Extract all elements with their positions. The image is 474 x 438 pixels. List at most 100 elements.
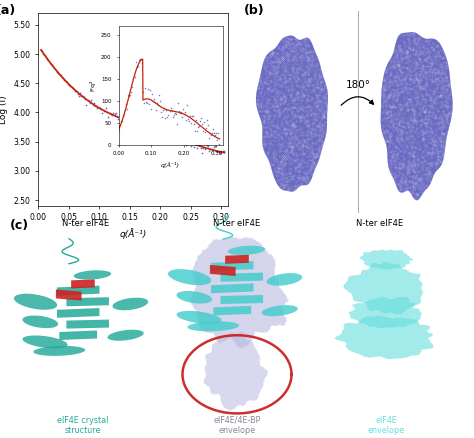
Point — [124, 92, 132, 99]
Point — [167, 105, 174, 112]
Point — [211, 132, 219, 139]
Point — [42, 53, 50, 60]
Point — [174, 100, 182, 107]
Point — [51, 65, 58, 72]
Point — [159, 113, 166, 120]
Polygon shape — [71, 279, 95, 288]
Point — [43, 55, 51, 62]
Point — [105, 113, 112, 120]
Point — [146, 126, 154, 133]
Point — [199, 127, 207, 134]
Point — [64, 81, 72, 88]
Point — [145, 125, 153, 132]
Polygon shape — [262, 305, 298, 316]
Point — [189, 112, 196, 119]
Point — [165, 131, 173, 138]
Text: N-ter eIF4E: N-ter eIF4E — [356, 219, 403, 228]
Point — [156, 98, 164, 105]
Point — [121, 107, 129, 114]
Point — [119, 113, 127, 120]
Point — [191, 127, 199, 134]
Point — [156, 128, 164, 135]
Point — [123, 105, 131, 112]
Point — [215, 140, 223, 147]
Point — [206, 130, 214, 137]
Point — [155, 128, 163, 135]
Text: eIF4E crystal
structure: eIF4E crystal structure — [57, 416, 109, 435]
Point — [194, 124, 201, 131]
Point — [210, 144, 218, 151]
Point — [192, 137, 200, 144]
Point — [184, 116, 191, 123]
Polygon shape — [22, 336, 68, 348]
Point — [113, 112, 121, 119]
Text: 180°: 180° — [346, 80, 370, 90]
Polygon shape — [33, 346, 85, 356]
Point — [41, 51, 48, 58]
Point — [82, 95, 89, 102]
Text: (c): (c) — [9, 219, 28, 232]
Text: eIF4E
envelope: eIF4E envelope — [368, 416, 405, 435]
Point — [182, 142, 190, 149]
Point — [37, 46, 45, 53]
Point — [124, 121, 132, 128]
Point — [118, 117, 126, 124]
Point — [129, 119, 137, 126]
Point — [160, 106, 167, 113]
Polygon shape — [66, 320, 109, 328]
Polygon shape — [211, 283, 254, 293]
Polygon shape — [22, 315, 58, 328]
Polygon shape — [225, 255, 249, 264]
Point — [211, 143, 219, 150]
Point — [153, 106, 160, 113]
FancyArrowPatch shape — [341, 97, 374, 105]
Point — [76, 89, 84, 96]
Point — [38, 48, 46, 55]
Point — [173, 133, 181, 140]
Point — [171, 135, 179, 142]
Point — [79, 92, 86, 99]
Point — [84, 97, 91, 104]
Polygon shape — [211, 261, 254, 271]
Point — [182, 116, 190, 123]
Polygon shape — [213, 306, 251, 315]
Point — [213, 148, 220, 155]
Point — [181, 133, 188, 140]
Point — [151, 126, 159, 133]
Point — [167, 131, 175, 138]
Point — [142, 84, 149, 91]
Point — [144, 124, 152, 131]
Point — [208, 130, 216, 137]
Point — [183, 102, 191, 109]
Point — [204, 122, 211, 129]
Point — [75, 92, 83, 99]
Point — [203, 142, 210, 149]
Point — [203, 117, 210, 124]
Point — [170, 135, 177, 142]
Point — [154, 129, 161, 136]
Point — [143, 124, 150, 131]
Point — [200, 119, 208, 126]
Point — [178, 113, 185, 120]
Point — [155, 92, 163, 99]
Point — [126, 117, 133, 124]
Point — [210, 129, 218, 136]
Point — [99, 109, 106, 116]
Point — [150, 98, 157, 105]
Point — [187, 142, 194, 149]
Point — [135, 63, 142, 70]
Point — [151, 95, 158, 102]
Point — [146, 100, 153, 107]
Point — [186, 113, 193, 120]
Point — [132, 58, 140, 65]
Point — [175, 107, 182, 114]
Point — [97, 106, 105, 113]
Point — [214, 147, 221, 154]
Point — [131, 73, 139, 80]
Point — [123, 117, 131, 124]
Point — [57, 72, 64, 79]
Polygon shape — [73, 270, 111, 279]
Point — [46, 59, 54, 66]
Point — [169, 114, 176, 121]
Polygon shape — [220, 295, 263, 304]
